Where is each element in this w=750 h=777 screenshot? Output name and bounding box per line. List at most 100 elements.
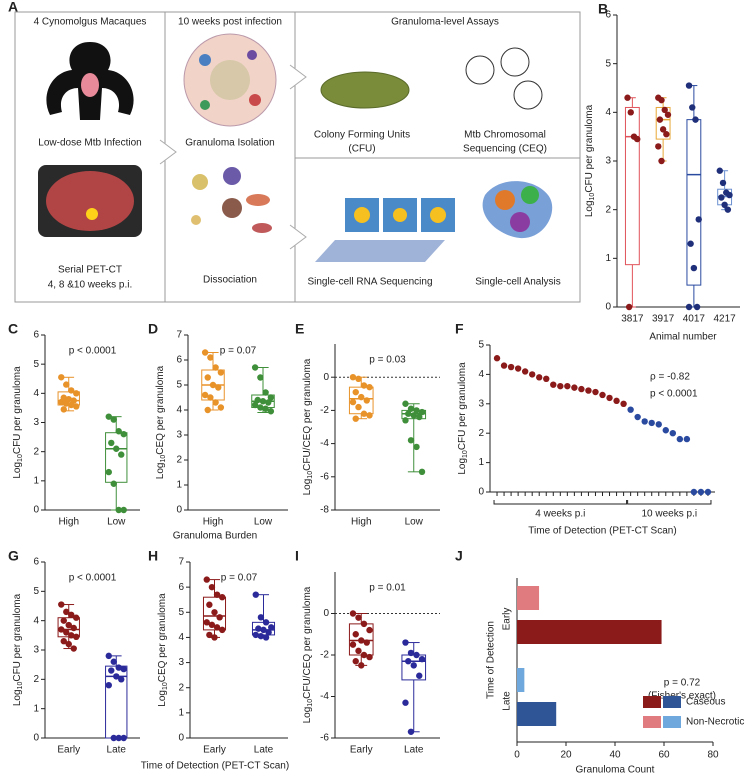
point bbox=[118, 676, 125, 683]
point bbox=[592, 388, 599, 396]
y-label-part: Log bbox=[12, 462, 23, 479]
y-tick-label: 2 bbox=[605, 204, 611, 215]
petri-dish bbox=[320, 71, 410, 109]
point bbox=[571, 384, 578, 391]
point bbox=[217, 369, 225, 376]
bar bbox=[517, 620, 662, 644]
point bbox=[108, 667, 115, 674]
point bbox=[693, 303, 701, 311]
point bbox=[73, 390, 80, 397]
point bbox=[206, 631, 213, 639]
bar bbox=[517, 668, 525, 692]
point bbox=[105, 682, 112, 689]
point bbox=[507, 363, 515, 371]
y-tick-label: 5 bbox=[478, 340, 484, 351]
point bbox=[578, 385, 585, 393]
y-label-sub: 10 bbox=[589, 193, 596, 201]
point bbox=[685, 82, 693, 89]
y-label-part: CFU per granuloma bbox=[457, 362, 468, 450]
point bbox=[208, 621, 216, 629]
point bbox=[418, 468, 426, 476]
p-value: p = 0.03 bbox=[369, 355, 406, 366]
label: Single-cell RNA Sequencing bbox=[307, 277, 432, 288]
schematic-frame bbox=[14, 11, 581, 303]
point bbox=[416, 413, 423, 421]
point bbox=[212, 364, 219, 371]
lung-icon bbox=[81, 73, 99, 97]
point bbox=[58, 374, 65, 381]
panel-letter: H bbox=[148, 548, 158, 564]
point bbox=[63, 381, 70, 388]
point bbox=[68, 401, 75, 409]
y-tick-label: 3 bbox=[605, 156, 611, 167]
x-tick-label: Low bbox=[107, 517, 126, 528]
point bbox=[262, 634, 270, 641]
y-tick-label: -6 bbox=[320, 733, 329, 744]
y-tick-label: 6 bbox=[605, 10, 611, 21]
y-label-part: CEQ per granuloma bbox=[155, 365, 166, 454]
point bbox=[260, 626, 267, 634]
x-tick-label: Early bbox=[57, 745, 80, 756]
point bbox=[407, 405, 415, 412]
point bbox=[366, 383, 373, 391]
x-tick-label: High bbox=[203, 517, 224, 528]
point bbox=[120, 430, 127, 438]
annotation: ρ = -0.82 bbox=[650, 372, 690, 383]
point bbox=[407, 649, 415, 657]
panel-letter: J bbox=[455, 548, 463, 564]
x-tick-label: 3817 bbox=[621, 314, 644, 325]
x-tick-label: 3917 bbox=[652, 314, 675, 325]
y-tick-label: 2 bbox=[33, 446, 39, 457]
y-tick-label: -2 bbox=[320, 650, 329, 661]
y-tick-label: 0 bbox=[176, 505, 182, 516]
y-tick-label: 7 bbox=[176, 330, 182, 341]
point bbox=[204, 406, 211, 414]
point bbox=[718, 194, 725, 201]
y-tick-label: 6 bbox=[176, 355, 182, 366]
point bbox=[206, 601, 213, 608]
point bbox=[413, 443, 420, 451]
point bbox=[689, 104, 696, 111]
point bbox=[58, 398, 65, 406]
point bbox=[413, 651, 420, 659]
x-tick-label: 40 bbox=[609, 750, 621, 761]
point bbox=[620, 400, 627, 407]
x-tick-label: Early bbox=[350, 745, 373, 756]
y-tick-label: 3 bbox=[176, 430, 182, 441]
point bbox=[418, 408, 426, 416]
y-tick-label: 5 bbox=[33, 359, 39, 370]
x-tick-label: 60 bbox=[658, 750, 670, 761]
y-tick-label: -2 bbox=[320, 405, 329, 416]
point bbox=[73, 614, 80, 621]
point bbox=[500, 362, 508, 369]
point bbox=[697, 488, 705, 496]
y-tick-label: 1 bbox=[33, 703, 39, 714]
point bbox=[363, 397, 370, 404]
x-axis-label: Granuloma Burden bbox=[173, 531, 258, 542]
y-tick-label: 2 bbox=[178, 682, 184, 693]
point bbox=[352, 631, 359, 638]
point bbox=[366, 412, 373, 419]
point bbox=[687, 240, 694, 247]
legend-swatch bbox=[663, 696, 681, 708]
point bbox=[115, 506, 122, 514]
x-tick-label: Low bbox=[254, 517, 273, 528]
legend-swatch bbox=[663, 716, 681, 728]
point bbox=[627, 109, 634, 116]
point bbox=[60, 617, 67, 624]
point bbox=[349, 374, 357, 381]
y-axis-label: Log10CFU/CEQ per granuloma bbox=[302, 358, 315, 495]
point bbox=[685, 303, 693, 311]
point bbox=[262, 405, 269, 412]
cell bbox=[200, 100, 210, 110]
point bbox=[355, 614, 362, 621]
y-label-part: CFU per granuloma bbox=[12, 593, 23, 681]
group-label: 10 weeks p.i bbox=[642, 509, 698, 520]
point bbox=[719, 179, 727, 187]
y-tick-label: -4 bbox=[320, 438, 329, 449]
point bbox=[648, 419, 655, 427]
point bbox=[105, 413, 112, 420]
panel-letter: G bbox=[8, 548, 19, 564]
y-tick-label: 3 bbox=[33, 417, 39, 428]
point bbox=[63, 629, 70, 636]
